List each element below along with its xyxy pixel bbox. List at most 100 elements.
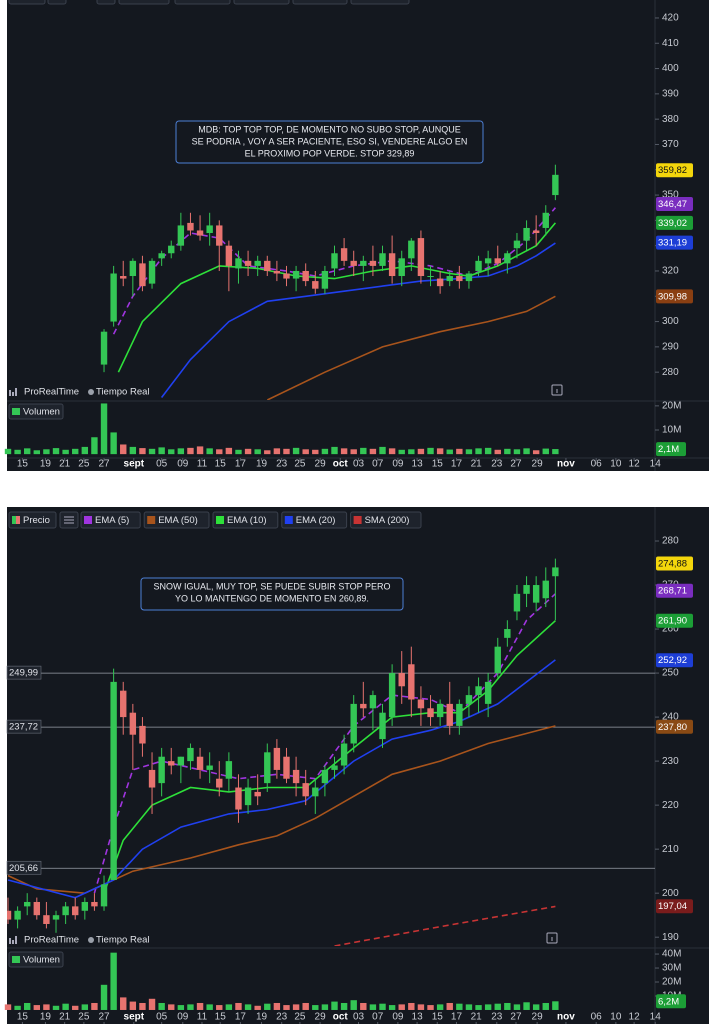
x-tick-label: sept — [124, 459, 145, 470]
x-tick-label: 06 — [591, 1012, 603, 1023]
volume-bar — [475, 1005, 482, 1010]
candle-body — [264, 260, 271, 271]
price-tag — [656, 289, 693, 304]
candle-body — [206, 225, 213, 234]
price-tag — [656, 556, 693, 571]
candle-body — [456, 703, 463, 726]
legend-button[interactable] — [80, 511, 141, 529]
y-tick-label: 230 — [662, 756, 679, 767]
candle-body — [244, 260, 252, 266]
price-tag — [656, 899, 693, 914]
legend-button[interactable] — [212, 511, 279, 529]
candle-body — [312, 281, 319, 289]
y-tick-label: 280 — [662, 536, 679, 547]
candle-body — [62, 906, 69, 916]
volume-legend: Volumen — [23, 955, 60, 966]
info-button[interactable] — [546, 932, 558, 944]
legend-swatch — [84, 516, 92, 524]
candle-body — [446, 276, 453, 282]
x-tick-label: oct — [333, 1012, 349, 1023]
volume-bar — [408, 449, 415, 455]
legend-button[interactable] — [143, 511, 210, 529]
volume-bar — [52, 448, 60, 455]
volume-bar — [465, 449, 473, 455]
volume-bar — [427, 447, 434, 455]
price-tag — [656, 215, 693, 230]
level-label: 205,66 — [9, 863, 38, 874]
volume-tag — [656, 442, 686, 457]
price-tag — [656, 163, 693, 178]
y-tick-label: 350 — [662, 190, 679, 201]
volume-bar — [254, 449, 261, 455]
x-tick-label: 09 — [177, 459, 189, 470]
candle-body — [523, 585, 530, 594]
watermark: ProRealTime — [24, 387, 79, 398]
volume-bar — [110, 432, 117, 455]
price-tag-label: 197,04 — [658, 901, 687, 912]
volume-bar — [62, 449, 69, 455]
volume-bar — [14, 449, 21, 455]
volume-bar — [62, 1003, 69, 1010]
chart-2: 190200210220230240250260270280249,99237,… — [4, 511, 693, 1024]
realtime: Tiempo Real — [96, 387, 150, 398]
price-tag-label: 346,47 — [658, 199, 687, 210]
legend-button[interactable] — [281, 511, 348, 529]
volume-bar — [340, 1002, 348, 1010]
volume-legend-box — [8, 951, 64, 968]
volume-bar — [24, 448, 31, 455]
volume-bar — [52, 1005, 60, 1010]
y-tick-label: 200 — [662, 888, 679, 899]
volume-bar — [168, 1004, 175, 1010]
legend-label: Precio — [23, 515, 50, 526]
volume-tick-label: 20M — [662, 401, 681, 412]
volume-bar — [321, 448, 329, 455]
candle-body — [484, 681, 492, 704]
price-tag-label: 309,98 — [658, 291, 687, 302]
candle-body — [225, 245, 233, 266]
x-tick-label: 17 — [235, 1012, 247, 1023]
level-label-box — [6, 860, 42, 875]
x-tick-label: 27 — [98, 459, 110, 470]
candle-body — [436, 278, 444, 287]
candle-body — [187, 222, 194, 231]
x-tick-label: 03 — [353, 1012, 365, 1023]
candle-body — [388, 253, 396, 277]
candle-body — [148, 260, 156, 284]
volume-bar — [148, 448, 156, 455]
volume-bar — [81, 446, 89, 455]
legend-swatch — [12, 516, 16, 524]
candle-body — [532, 230, 540, 234]
volume-bar — [379, 446, 386, 455]
volume-bar — [139, 448, 146, 455]
y-tick-label: 220 — [662, 800, 679, 811]
level-label: 237,72 — [9, 722, 38, 733]
volume-bar — [331, 446, 338, 455]
info-glyph — [551, 937, 553, 941]
volume-bar — [417, 1004, 425, 1010]
legend-button[interactable] — [350, 511, 422, 529]
candle-body — [216, 225, 223, 246]
legend-button[interactable] — [8, 511, 57, 529]
level-label-box — [6, 665, 42, 680]
x-tick-label: 14 — [650, 459, 662, 470]
volume-bar — [552, 449, 559, 455]
volume-bar — [465, 1004, 473, 1010]
x-tick-label: 10 — [610, 1012, 622, 1023]
volume-bar — [292, 1004, 300, 1010]
x-tick-label: 29 — [532, 459, 544, 470]
candle-body — [331, 253, 338, 269]
logo-bar — [15, 936, 17, 944]
cut-toolbar — [8, 0, 410, 5]
candle-body — [168, 245, 175, 254]
candle-body — [235, 787, 242, 810]
volume-bar — [206, 1004, 213, 1010]
candle-body — [216, 778, 223, 788]
volume-bar — [312, 1005, 319, 1010]
info-button[interactable] — [551, 384, 563, 396]
candle-body — [360, 703, 367, 709]
candle-body — [91, 901, 98, 907]
level-label: 249,99 — [9, 668, 38, 679]
x-tick-label: 23 — [276, 1012, 288, 1023]
price-tag — [656, 653, 693, 668]
candle-body — [168, 761, 175, 766]
